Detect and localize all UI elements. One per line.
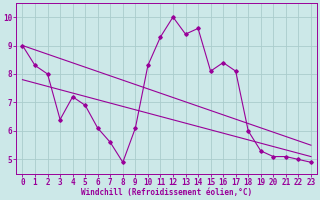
X-axis label: Windchill (Refroidissement éolien,°C): Windchill (Refroidissement éolien,°C) [81, 188, 252, 197]
